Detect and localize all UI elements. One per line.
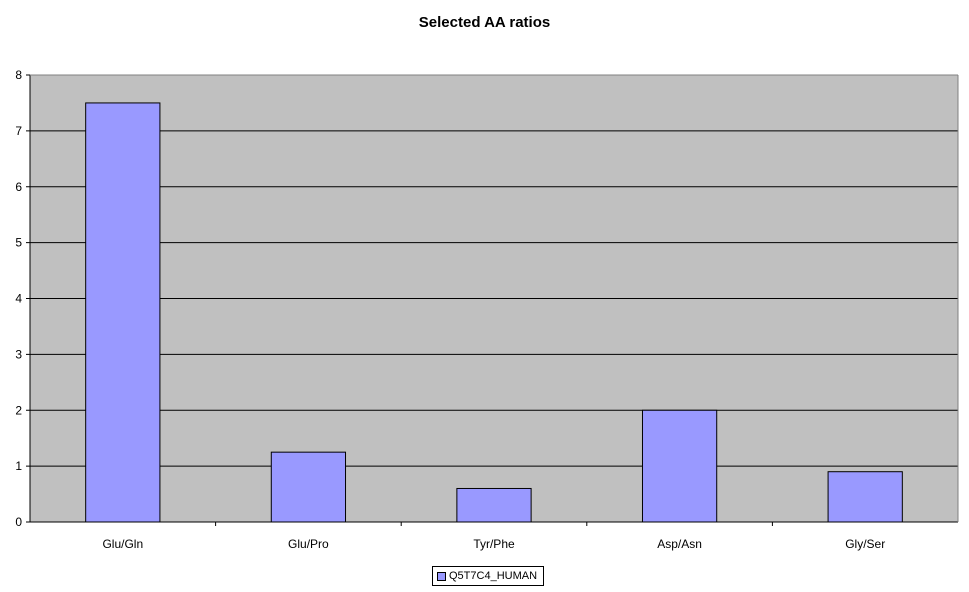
legend: Q5T7C4_HUMAN <box>432 566 545 586</box>
y-tick-label: 1 <box>15 459 22 473</box>
x-tick-label: Tyr/Phe <box>473 537 515 551</box>
bar <box>270 451 347 523</box>
y-axis-ticks: 0 1 2 3 4 5 6 7 8 <box>15 68 30 529</box>
bar <box>827 471 903 523</box>
bar <box>641 409 718 523</box>
legend-swatch <box>437 571 446 581</box>
y-tick-label: 6 <box>15 180 22 194</box>
y-tick-label: 5 <box>15 236 22 250</box>
chart-title: Selected AA ratios <box>418 14 551 31</box>
y-tick-label: 0 <box>15 515 22 529</box>
y-tick-label: 2 <box>15 403 22 417</box>
x-axis-ticks: Glu/Gln Glu/Pro Tyr/Phe Asp/Asn Gly/Ser <box>102 522 885 551</box>
y-tick-label: 4 <box>15 292 22 306</box>
x-tick-label: Glu/Gln <box>102 537 143 551</box>
x-tick-label: Glu/Pro <box>288 537 329 551</box>
x-tick-label: Gly/Ser <box>845 537 885 551</box>
bars <box>85 102 903 523</box>
y-tick-label: 8 <box>15 68 22 82</box>
x-tick-label: Asp/Asn <box>657 537 702 551</box>
legend-label: Q5T7C4_HUMAN <box>449 570 538 582</box>
bar <box>85 102 161 523</box>
bar <box>456 487 532 523</box>
y-tick-label: 7 <box>15 124 22 138</box>
y-tick-label: 3 <box>15 347 22 361</box>
